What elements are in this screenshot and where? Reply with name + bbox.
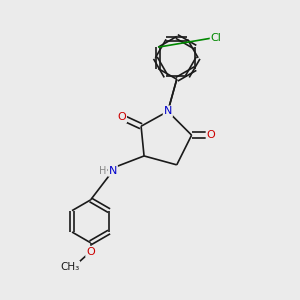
Text: O: O — [117, 112, 126, 122]
Text: Cl: Cl — [211, 33, 221, 43]
Text: CH₃: CH₃ — [60, 262, 80, 272]
Text: N: N — [109, 166, 117, 176]
Text: O: O — [207, 130, 215, 140]
Text: N: N — [164, 106, 172, 116]
Text: H: H — [99, 166, 107, 176]
Text: O: O — [86, 247, 95, 256]
